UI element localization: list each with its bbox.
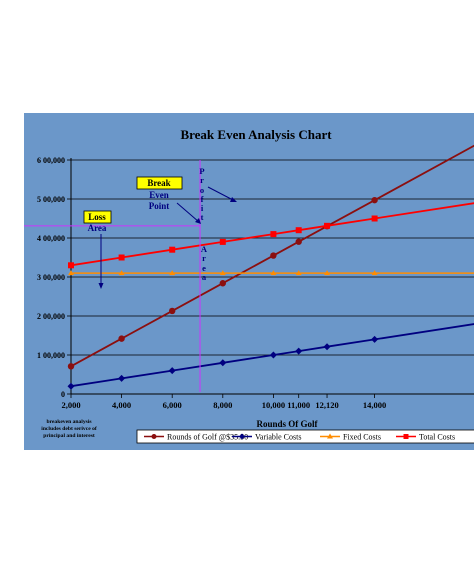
footnote-text: includes debt serivce of <box>41 426 97 432</box>
y-tick-label: 3 00,000 <box>37 273 65 282</box>
data-point <box>169 246 176 253</box>
legend-swatch-marker <box>403 434 409 439</box>
loss-area-label-text: Loss <box>88 212 106 222</box>
profit-area-label-letter: P <box>199 166 204 176</box>
break-even-arrowhead <box>195 218 201 224</box>
break-label-box <box>136 176 183 190</box>
data-point <box>270 270 277 276</box>
y-tick-label: 0 <box>61 390 65 399</box>
chart-background <box>24 113 474 450</box>
profit-area-label-letter: A <box>201 244 208 254</box>
x-tick-label: 10,000 <box>262 400 285 410</box>
data-point <box>219 280 226 287</box>
break-even-chart: Break Even Analysis Chart 0 1 00,000 2 00,… <box>24 113 474 450</box>
legend-swatch-marker <box>327 433 333 439</box>
data-point <box>169 270 176 276</box>
profit-area-label-letter: o <box>200 185 204 195</box>
footnote-text: principal and interest <box>43 433 95 439</box>
data-point <box>270 231 277 238</box>
data-point <box>67 363 75 370</box>
loss-label-box <box>83 210 112 224</box>
profit-area-label-letter: a <box>202 272 207 282</box>
legend-box <box>136 429 474 444</box>
break-even-label-text: Even <box>149 190 169 200</box>
data-point <box>295 238 302 245</box>
y-tick-label: 2 00,000 <box>37 312 65 321</box>
y-tick-label: 5 00,000 <box>37 195 65 204</box>
chart-title: Break Even Analysis Chart <box>180 127 332 142</box>
y-tick-label: 4 00,000 <box>37 234 65 243</box>
data-point <box>270 252 277 259</box>
x-tick-label: 12,120 <box>315 400 338 410</box>
x-tick-label: 8,000 <box>213 400 232 410</box>
data-point <box>68 262 74 269</box>
profit-area-label-letter: i <box>201 203 204 213</box>
data-point <box>169 307 176 315</box>
data-point <box>68 270 74 276</box>
x-tick-label: 2,000 <box>61 400 80 410</box>
loss-arrowhead <box>98 283 104 289</box>
x-tick-label: 6,000 <box>163 400 182 410</box>
x-axis-label: Rounds Of Golf <box>256 419 318 429</box>
profit-area-label-letter: e <box>202 263 206 273</box>
profit-area-label-letter: r <box>202 253 206 263</box>
data-point <box>219 238 226 245</box>
y-tick-label: 6 00,000 <box>37 156 65 165</box>
legend-label: Variable Costs <box>255 433 301 442</box>
data-point <box>371 215 378 222</box>
y-tick-label: 1 00,000 <box>37 351 65 360</box>
data-point <box>67 382 75 390</box>
break-even-label-text: Break <box>147 178 170 188</box>
loss-area-label-text: Area <box>88 223 107 233</box>
data-point <box>371 335 379 343</box>
x-tick-label: 14,000 <box>363 400 386 410</box>
x-tick-label: 4,000 <box>112 400 131 410</box>
x-tick-label: 11,000 <box>287 400 310 410</box>
data-point <box>168 367 176 375</box>
data-point <box>295 270 302 276</box>
legend-label: Fixed Costs <box>343 433 381 442</box>
data-point <box>118 335 125 342</box>
data-point <box>219 359 227 367</box>
data-point <box>324 270 331 276</box>
data-point <box>118 374 126 382</box>
break-even-arrow <box>176 202 200 223</box>
profit-area-label-letter: f <box>201 194 204 204</box>
data-point <box>269 351 277 359</box>
legend-label: Total Costs <box>419 433 455 442</box>
data-point <box>118 254 125 261</box>
profit-arrowhead <box>230 197 237 202</box>
break-even-label-text: Point <box>149 201 170 211</box>
profit-arrow <box>207 186 234 201</box>
chart-frame: Break Even Analysis Chart 0 1 00,000 2 00,… <box>24 113 474 450</box>
legend-swatch-marker <box>151 434 157 439</box>
legend-swatch-marker <box>239 433 245 440</box>
legend-label: Rounds of Golf @$35.50 <box>167 433 248 442</box>
data-point <box>324 222 331 229</box>
footnote-text: breakeven analysis <box>46 419 92 425</box>
data-point <box>295 347 303 355</box>
profit-area-label-letter: r <box>200 175 204 185</box>
data-point <box>295 227 302 234</box>
data-point <box>371 270 378 276</box>
data-point <box>219 270 226 276</box>
data-point <box>118 270 125 276</box>
data-point <box>371 196 378 204</box>
profit-area-label-letter: t <box>201 212 204 222</box>
data-point <box>323 343 331 351</box>
